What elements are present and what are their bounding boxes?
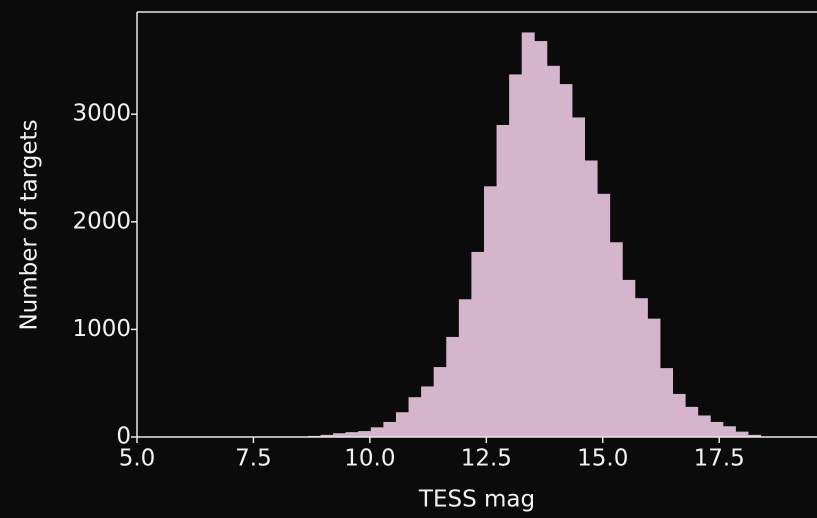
bar <box>635 298 648 437</box>
y-tick-label: 2000 <box>72 208 131 234</box>
bar <box>497 125 510 437</box>
y-axis-label: Number of targets <box>17 119 43 330</box>
bar <box>710 422 723 437</box>
page: {"chart_data": {"type": "histogram", "xl… <box>0 0 817 518</box>
bar <box>735 432 748 437</box>
bar <box>559 84 572 437</box>
bar <box>421 386 434 437</box>
bar <box>673 394 686 437</box>
bar <box>484 186 497 437</box>
bar <box>723 426 736 437</box>
bar <box>471 252 484 437</box>
bar <box>622 280 635 437</box>
bar <box>509 74 522 437</box>
x-tick-label: 15.0 <box>577 446 628 472</box>
x-tick-label: 10.0 <box>344 446 395 472</box>
bar <box>534 41 547 437</box>
bar <box>434 367 447 437</box>
bar <box>572 117 585 437</box>
bar <box>371 427 384 437</box>
chart: TESS mag Number of targets 0100020003000… <box>0 0 817 518</box>
bar <box>597 194 610 437</box>
bar <box>698 415 711 437</box>
bar <box>383 422 396 437</box>
bar <box>358 431 371 437</box>
y-tick-label: 1000 <box>72 316 131 342</box>
bar <box>396 412 409 437</box>
bar <box>685 407 698 437</box>
bar <box>660 368 673 437</box>
x-tick-label: 5.0 <box>119 446 156 472</box>
bar <box>409 397 422 437</box>
bar <box>547 66 560 437</box>
bar <box>647 319 660 437</box>
x-tick-label: 17.5 <box>694 446 745 472</box>
x-tick-label: 7.5 <box>235 446 272 472</box>
x-tick-label: 12.5 <box>461 446 512 472</box>
y-tick-label: 3000 <box>72 101 131 127</box>
bar <box>585 160 598 437</box>
bar <box>522 32 535 437</box>
bar <box>446 337 459 437</box>
x-axis-label: TESS mag <box>418 487 535 513</box>
bar <box>459 299 472 437</box>
bar <box>610 242 623 437</box>
